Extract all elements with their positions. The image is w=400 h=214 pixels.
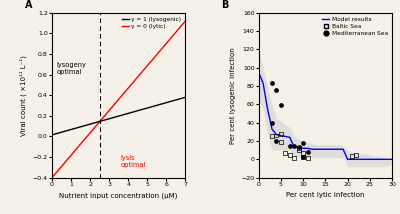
Point — [304, 157, 311, 160]
Text: lysogeny
optimal: lysogeny optimal — [57, 62, 87, 75]
Y-axis label: Per cent lysogenic infection: Per cent lysogenic infection — [230, 47, 236, 144]
X-axis label: Per cent lytic infection: Per cent lytic infection — [286, 192, 364, 198]
Point — [278, 132, 284, 135]
Point — [273, 88, 280, 91]
Legend: Model results, Baltic Sea, Mediterranean Sea: Model results, Baltic Sea, Mediterranean… — [321, 16, 389, 37]
Point — [269, 82, 275, 85]
Point — [269, 135, 275, 138]
Point — [291, 157, 298, 160]
Point — [282, 151, 288, 155]
Point — [304, 150, 311, 154]
Point — [286, 153, 293, 156]
Point — [286, 145, 293, 148]
Point — [349, 154, 355, 157]
Point — [353, 153, 360, 156]
Point — [300, 156, 306, 159]
Point — [300, 151, 306, 155]
Point — [300, 155, 306, 158]
Text: lysis
optimal: lysis optimal — [120, 155, 146, 168]
Point — [278, 140, 284, 144]
Y-axis label: Viral count ( ×10¹¹ L⁻¹): Viral count ( ×10¹¹ L⁻¹) — [20, 55, 27, 136]
Point — [273, 134, 280, 137]
Point — [278, 104, 284, 107]
Point — [296, 147, 302, 150]
Point — [296, 149, 302, 152]
Point — [291, 144, 298, 147]
Text: B: B — [221, 0, 229, 10]
Text: A: A — [25, 0, 33, 10]
Point — [273, 139, 280, 143]
Point — [300, 141, 306, 144]
Point — [269, 121, 275, 124]
X-axis label: Nutrient input concentration (μM): Nutrient input concentration (μM) — [60, 192, 178, 199]
Point — [296, 146, 302, 149]
Legend: γ = 1 (lysogenic), γ = 0 (lytic): γ = 1 (lysogenic), γ = 0 (lytic) — [121, 16, 182, 30]
